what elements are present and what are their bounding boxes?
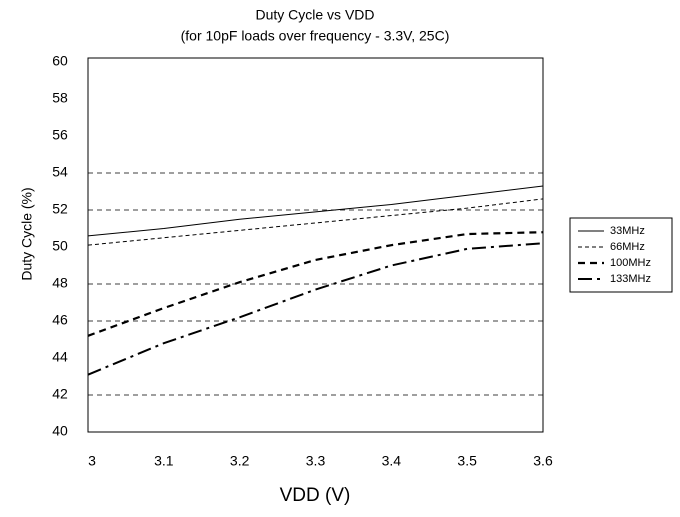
chart-subtitle: (for 10pF loads over frequency - 3.3V, 2… (181, 28, 450, 44)
x-tick-label: 3.1 (154, 453, 174, 469)
legend-label: 133MHz (610, 273, 651, 285)
y-tick-label: 58 (52, 90, 68, 106)
chart-title: Duty Cycle vs VDD (255, 7, 374, 23)
x-tick-label: 3.2 (230, 453, 250, 469)
plot-frame (87, 57, 544, 433)
legend-label: 100MHz (610, 257, 651, 269)
series-line (87, 198, 544, 246)
series-line (87, 185, 544, 237)
x-tick-label: 3.6 (533, 453, 553, 469)
y-tick-label: 56 (52, 127, 68, 143)
y-tick-label: 42 (52, 386, 68, 402)
y-tick-label: 50 (52, 238, 68, 254)
x-axis-label: VDD (V) (280, 485, 351, 506)
legend-label: 33MHz (610, 225, 645, 237)
x-tick-label: 3.4 (382, 453, 402, 469)
x-tick-label: 3.3 (306, 453, 326, 469)
y-tick-label: 54 (52, 164, 68, 180)
series-line (87, 242, 544, 376)
y-tick-label: 52 (52, 201, 68, 217)
y-tick-label: 40 (52, 423, 68, 439)
y-tick-label: 60 (52, 53, 68, 69)
y-axis-label: Duty Cycle (%) (19, 187, 35, 280)
legend-label: 66MHz (610, 241, 645, 253)
y-tick-label: 46 (52, 312, 68, 328)
x-tick-label: 3.5 (457, 453, 477, 469)
y-tick-label: 44 (52, 349, 68, 365)
x-tick-label: 3 (88, 453, 96, 469)
y-tick-label: 48 (52, 275, 68, 291)
